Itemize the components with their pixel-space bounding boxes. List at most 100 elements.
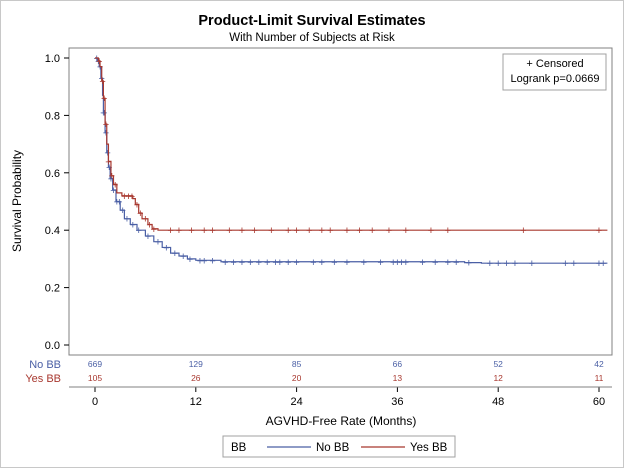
censor-mark: + bbox=[109, 171, 115, 183]
censor-mark: + bbox=[445, 225, 451, 237]
legend-box bbox=[222, 435, 456, 458]
censor-inset: + Censored Logrank p=0.0669 bbox=[502, 53, 607, 91]
logrank-label: Logrank p=0.0669 bbox=[511, 73, 600, 85]
censor-mark: + bbox=[124, 214, 130, 226]
censor-mark: + bbox=[394, 257, 400, 269]
x-tick-label: 48 bbox=[492, 396, 504, 408]
risk-count: 13 bbox=[393, 373, 403, 383]
risk-count: 66 bbox=[393, 359, 403, 369]
x-tick-label: 36 bbox=[391, 396, 403, 408]
risk-table: No BB 669 129 85 66 52 42 Yes BB 105 26 20 13 12 11 bbox=[25, 359, 604, 385]
censor-mark: + bbox=[377, 257, 383, 269]
y-tick-label: 0.8 bbox=[45, 110, 60, 122]
censor-mark: + bbox=[99, 76, 105, 88]
censor-mark: + bbox=[487, 258, 493, 270]
risk-count: 11 bbox=[595, 373, 604, 383]
censor-mark: + bbox=[419, 257, 425, 269]
censor-mark: + bbox=[172, 248, 178, 260]
censor-mark: + bbox=[319, 225, 325, 237]
censor-mark: + bbox=[103, 128, 109, 140]
x-tick-label: 12 bbox=[190, 396, 202, 408]
censor-mark: + bbox=[201, 255, 207, 267]
censor-mark: + bbox=[529, 258, 535, 270]
censor-mark: + bbox=[432, 257, 438, 269]
censor-mark: + bbox=[135, 225, 141, 237]
censor-mark: + bbox=[268, 225, 274, 237]
legend-label-no-bb: No BB bbox=[316, 442, 350, 454]
censor-mark: + bbox=[110, 185, 116, 197]
censor-mark: + bbox=[453, 257, 459, 269]
censor-mark: + bbox=[101, 108, 107, 120]
censor-mark: + bbox=[163, 242, 169, 254]
censor-mark: + bbox=[97, 62, 103, 74]
censor-mark: + bbox=[344, 257, 350, 269]
censor-mark: + bbox=[142, 214, 148, 226]
y-axis: 0.0 0.2 0.4 0.6 0.8 1.0 bbox=[45, 53, 69, 352]
censor-mark: + bbox=[230, 257, 236, 269]
y-tick-label: 0.2 bbox=[45, 283, 60, 295]
y-axis-label: Survival Probability bbox=[10, 150, 24, 252]
inset-box bbox=[502, 53, 607, 91]
censor-mark: + bbox=[137, 208, 143, 220]
censor-mark: + bbox=[403, 257, 409, 269]
censor-mark: + bbox=[356, 225, 362, 237]
censor-mark: + bbox=[327, 225, 333, 237]
censor-mark: + bbox=[209, 225, 215, 237]
risk-count: 26 bbox=[191, 373, 201, 383]
censor-mark: + bbox=[251, 225, 257, 237]
censor-mark: + bbox=[176, 225, 182, 237]
censor-mark: + bbox=[285, 257, 291, 269]
risk-count: 12 bbox=[493, 373, 503, 383]
censor-mark: + bbox=[306, 225, 312, 237]
censor-mark: + bbox=[125, 191, 131, 203]
censor-mark: + bbox=[445, 257, 451, 269]
risk-count: 42 bbox=[594, 359, 604, 369]
risk-count: 129 bbox=[189, 359, 203, 369]
censor-mark: + bbox=[130, 219, 136, 231]
censor-mark: + bbox=[167, 225, 173, 237]
censor-mark: + bbox=[105, 156, 111, 168]
x-axis: 0 12 24 36 48 60 bbox=[69, 386, 612, 408]
censor-mark: + bbox=[155, 237, 161, 249]
censor-mark: + bbox=[108, 174, 114, 186]
censor-mark: + bbox=[272, 257, 278, 269]
plot-area bbox=[68, 47, 613, 356]
censor-mark: + bbox=[264, 257, 270, 269]
censor-mark: + bbox=[145, 231, 151, 243]
censor-mark: + bbox=[520, 225, 526, 237]
y-tick-label: 0.6 bbox=[45, 168, 60, 180]
censor-mark: + bbox=[222, 257, 228, 269]
censor-mark: + bbox=[116, 197, 122, 209]
censor-mark: + bbox=[239, 225, 245, 237]
censor-mark: + bbox=[331, 257, 337, 269]
censor-mark: + bbox=[121, 191, 127, 203]
censor-mark: + bbox=[256, 257, 262, 269]
censor-mark: + bbox=[495, 258, 501, 270]
x-tick-label: 0 bbox=[92, 396, 98, 408]
censor-mark: + bbox=[596, 258, 602, 270]
censor-mark: + bbox=[197, 255, 203, 267]
censor-mark: + bbox=[428, 225, 434, 237]
censor-mark: + bbox=[100, 108, 106, 120]
censor-mark: + bbox=[201, 225, 207, 237]
survival-curves: +++++++++++++++ + + + + + + + + ++ + + + + + + + ++ + + + + + +… bbox=[93, 53, 608, 270]
censor-mark: + bbox=[285, 225, 291, 237]
censor-mark: + bbox=[239, 257, 245, 269]
censor-mark: + bbox=[344, 225, 350, 237]
censor-mark: + bbox=[226, 225, 232, 237]
censor-mark: + bbox=[104, 148, 110, 160]
x-axis-label: AGVHD-Free Rate (Months) bbox=[266, 414, 417, 428]
censor-mark: + bbox=[209, 255, 215, 267]
censor-mark: + bbox=[95, 56, 101, 68]
legend-title: BB bbox=[231, 442, 247, 454]
x-tick-label: 24 bbox=[290, 396, 302, 408]
censor-mark: + bbox=[398, 257, 404, 269]
censor-mark: + bbox=[146, 219, 152, 231]
y-tick-label: 0.0 bbox=[45, 340, 60, 352]
censor-mark: + bbox=[120, 205, 126, 217]
censor-mark: + bbox=[114, 197, 120, 209]
censor-mark: + bbox=[103, 119, 109, 131]
censor-mark: + bbox=[96, 56, 102, 68]
